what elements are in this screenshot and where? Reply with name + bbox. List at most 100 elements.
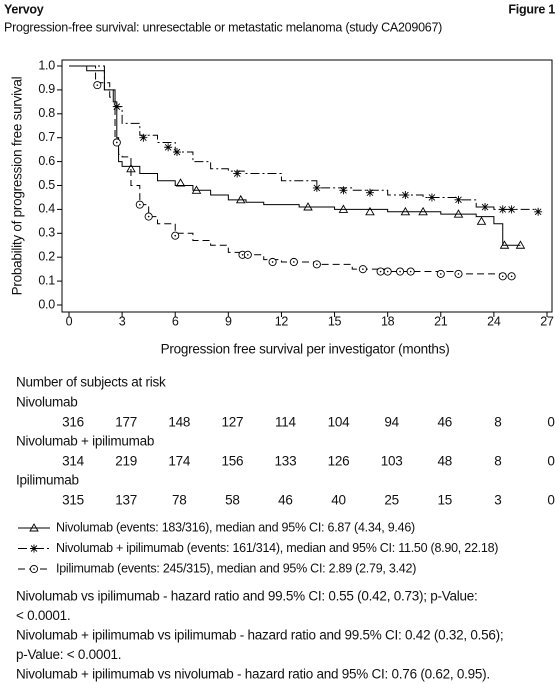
- censor-marker: [112, 138, 121, 147]
- at-risk-count: 148: [168, 415, 190, 430]
- at-risk-count: 8: [494, 454, 501, 469]
- note-line: Nivolumab vs ipilimumab - hazard ratio a…: [16, 589, 478, 604]
- at-risk-count: 133: [275, 454, 297, 469]
- y-tick-label: 0.8: [38, 106, 55, 120]
- at-risk-count: 114: [275, 415, 297, 430]
- censor-marker: [172, 148, 181, 157]
- censor-marker: [406, 267, 415, 276]
- censor-marker: [268, 257, 277, 267]
- x-tick-label: 24: [487, 314, 501, 328]
- censor-marker: [139, 133, 148, 142]
- censor-marker: [498, 205, 507, 214]
- censor-dot: [316, 263, 318, 266]
- censor-marker: [534, 207, 543, 216]
- censor-marker: [427, 193, 436, 202]
- note-line: p-Value: < 0.0001.: [16, 647, 121, 662]
- at-risk-group: Nivolumab + ipilimumab: [16, 434, 154, 449]
- at-risk-count: 40: [331, 493, 346, 508]
- censor-marker: [365, 188, 374, 197]
- censor-dot: [457, 273, 460, 275]
- x-tick-label: 15: [328, 314, 342, 328]
- censor-marker: [135, 200, 144, 209]
- censor-marker: [481, 203, 490, 212]
- censor-dot: [501, 275, 504, 278]
- censor-marker: [498, 272, 507, 281]
- censor-dot: [96, 84, 99, 86]
- at-risk-count: 48: [438, 454, 453, 469]
- y-tick-label: 0.6: [38, 154, 55, 168]
- y-tick-label: 0.5: [38, 178, 55, 192]
- censor-marker: [144, 212, 153, 221]
- censor-marker: [312, 260, 321, 269]
- at-risk-count: 94: [384, 415, 399, 430]
- at-risk-count: 156: [221, 454, 243, 469]
- at-risk-count: 315: [62, 493, 84, 508]
- censor-marker: [93, 81, 102, 90]
- note-line: Nivolumab + ipilimumab vs nivolumab - ha…: [16, 667, 490, 682]
- legend-label: Ipilimumab (events: 245/315), median and…: [56, 561, 416, 575]
- censor-marker: [338, 204, 349, 213]
- censor-dot: [439, 273, 442, 275]
- at-risk-count: 46: [438, 415, 453, 430]
- at-risk-count: 103: [381, 454, 403, 469]
- at-risk-count: 46: [278, 493, 293, 508]
- censor-marker: [29, 564, 39, 574]
- censor-marker: [312, 183, 321, 192]
- x-tick-label: 21: [434, 314, 448, 328]
- censor-dot: [116, 141, 118, 144]
- censor-marker: [401, 191, 410, 200]
- x-tick-label: 0: [66, 314, 73, 328]
- at-risk-count: 177: [115, 415, 137, 430]
- survival-curve: [69, 65, 521, 246]
- note-line: Nivolumab + ipilimumab vs ipilimumab - h…: [16, 628, 503, 643]
- at-risk-count: 25: [384, 493, 399, 508]
- x-axis-label: Progression free survival per investigat…: [161, 342, 450, 357]
- chart-title: Progression-free survival: unresectable …: [4, 20, 442, 34]
- censor-marker: [112, 102, 121, 111]
- at-risk-count: 8: [494, 415, 501, 430]
- censor-marker: [175, 178, 186, 187]
- censor-dot: [241, 254, 244, 256]
- censor-marker: [454, 269, 463, 278]
- at-risk-count: 127: [221, 415, 243, 430]
- censor-marker: [365, 206, 375, 216]
- censor-marker: [235, 194, 246, 204]
- censor-marker: [476, 216, 487, 225]
- censor-marker: [436, 269, 445, 278]
- censor-marker: [233, 169, 242, 178]
- censor-marker: [289, 257, 298, 267]
- censor-marker: [30, 544, 38, 553]
- censor-dot: [247, 254, 249, 256]
- censor-marker: [358, 265, 367, 274]
- y-tick-label: 0.1: [38, 273, 55, 287]
- censor-marker: [396, 267, 405, 276]
- at-risk-count: 0: [547, 454, 554, 469]
- censor-marker: [29, 523, 39, 532]
- censor-dot: [147, 215, 150, 218]
- y-tick-label: 0.9: [38, 82, 55, 96]
- censor-marker: [303, 202, 313, 211]
- censor-marker: [383, 267, 392, 276]
- censor-marker: [339, 186, 348, 195]
- censor-dot: [399, 270, 401, 273]
- censor-dot: [409, 270, 412, 273]
- at-risk-count: 78: [172, 493, 187, 508]
- y-tick-label: 0.7: [38, 130, 55, 144]
- legend-label: Nivolumab (events: 183/316), median and …: [56, 520, 415, 534]
- censor-dot: [33, 568, 35, 570]
- at-risk-group: Ipilimumab: [16, 473, 79, 488]
- at-risk-count: 3: [494, 493, 501, 508]
- y-tick-label: 1.0: [38, 58, 55, 72]
- at-risk-count: 104: [328, 415, 351, 430]
- survival-curve: [69, 65, 512, 275]
- censor-dot: [139, 203, 141, 206]
- censor-marker: [507, 205, 516, 214]
- header-right: Figure 1: [508, 2, 555, 16]
- censor-dot: [174, 234, 177, 237]
- at-risk-count: 314: [62, 454, 85, 469]
- x-tick-label: 27: [540, 314, 554, 328]
- at-risk-count: 316: [62, 415, 84, 430]
- censor-marker: [191, 185, 202, 194]
- censor-dot: [271, 261, 274, 263]
